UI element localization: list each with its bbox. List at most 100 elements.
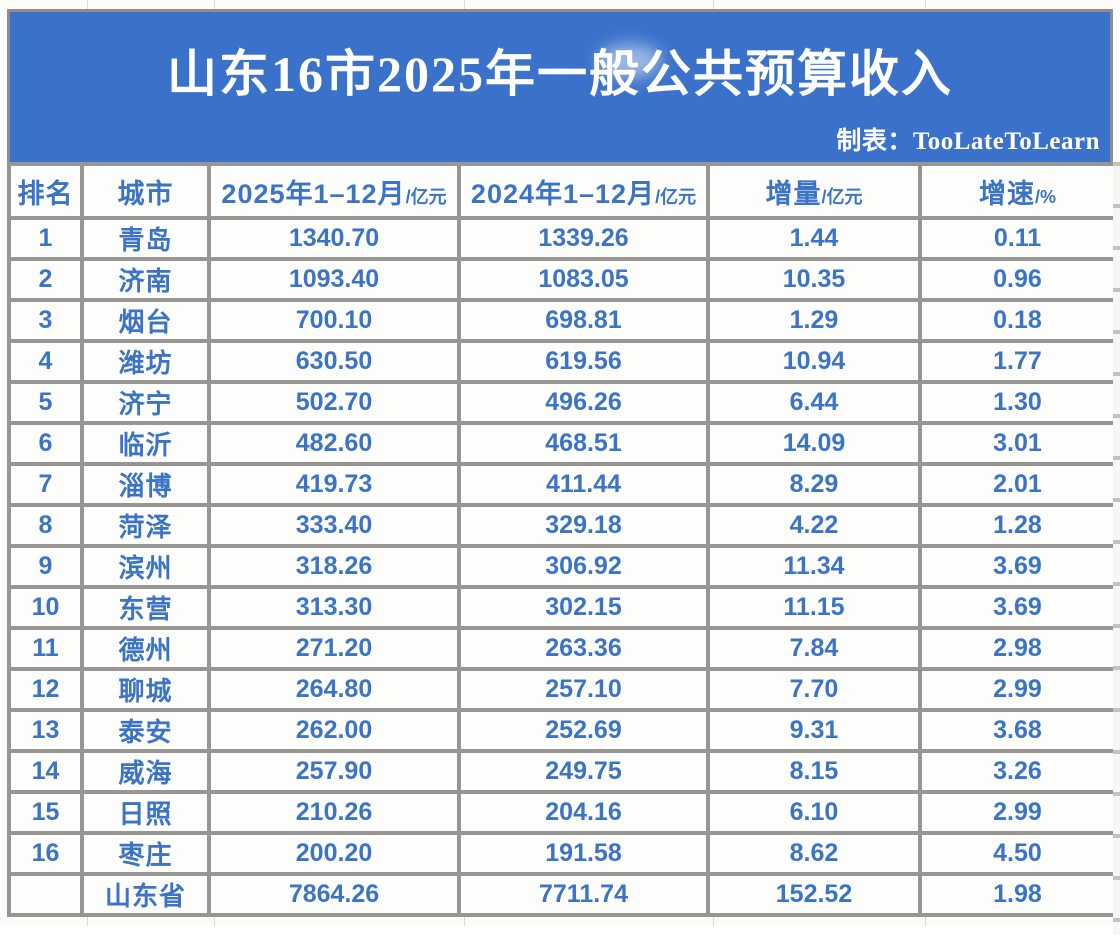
city-cell: 临沂 — [80, 421, 211, 466]
y2024-cell: 1083.05 — [457, 257, 710, 302]
y2025-cell: 264.80 — [207, 667, 461, 712]
rank-cell: 3 — [7, 298, 84, 343]
delta-cell: 10.94 — [706, 339, 922, 384]
table-body: 1 青岛 1340.70 1339.26 1.44 0.11 2 济南 1093.40 1083.… — [7, 216, 1117, 917]
gridline — [464, 917, 465, 926]
growth-cell: 3.01 — [918, 421, 1117, 466]
growth-cell: 3.26 — [918, 749, 1117, 794]
delta-cell: 10.35 — [706, 257, 922, 302]
city-cell: 德州 — [80, 626, 211, 671]
delta-cell: 152.52 — [706, 872, 922, 917]
delta-cell: 9.31 — [706, 708, 922, 753]
rank-cell: 14 — [7, 749, 84, 794]
city-cell: 淄博 — [80, 462, 211, 507]
growth-cell: 3.69 — [918, 544, 1117, 589]
city-cell: 东营 — [80, 585, 211, 630]
rank-cell — [7, 872, 84, 917]
growth-cell: 0.96 — [918, 257, 1117, 302]
y2024-cell: 698.81 — [457, 298, 710, 343]
header-unit: /% — [1034, 186, 1056, 207]
rank-cell: 9 — [7, 544, 84, 589]
header-unit: /亿元 — [405, 186, 447, 207]
title-banner: 山东16市2025年一般公共预算收入 制表：TooLateToLearn — [7, 9, 1113, 162]
header-label: 城市 — [117, 178, 174, 209]
header-unit: /亿元 — [655, 186, 697, 207]
table-row: 10 东营 313.30 302.15 11.15 3.69 — [7, 585, 1117, 630]
header-label: 排名 — [17, 178, 74, 209]
rank-cell: 7 — [7, 462, 84, 507]
y2024-cell: 306.92 — [457, 544, 710, 589]
delta-cell: 1.29 — [706, 298, 922, 343]
header-cell-delta: 增量/亿元 — [706, 162, 922, 220]
delta-cell: 11.34 — [706, 544, 922, 589]
growth-cell: 3.69 — [918, 585, 1117, 630]
delta-cell: 8.29 — [706, 462, 922, 507]
delta-cell: 8.15 — [706, 749, 922, 794]
rank-cell: 5 — [7, 380, 84, 425]
y2025-cell: 700.10 — [207, 298, 461, 343]
delta-cell: 6.44 — [706, 380, 922, 425]
gridline — [87, 0, 88, 9]
y2025-cell: 1093.40 — [207, 257, 461, 302]
y2024-cell: 619.56 — [457, 339, 710, 384]
rank-cell: 16 — [7, 831, 84, 876]
growth-cell: 3.68 — [918, 708, 1117, 753]
gridline — [925, 0, 926, 9]
y2024-cell: 263.36 — [457, 626, 710, 671]
header-cell-growth: 增速/% — [918, 162, 1117, 220]
right-gridline-strip — [1113, 162, 1120, 935]
header-label: 2024年1–12月 — [470, 178, 656, 209]
y2024-cell: 191.58 — [457, 831, 710, 876]
gridline — [925, 917, 926, 926]
table-row: 4 潍坊 630.50 619.56 10.94 1.77 — [7, 339, 1117, 384]
y2025-cell: 419.73 — [207, 462, 461, 507]
growth-cell: 0.18 — [918, 298, 1117, 343]
y2025-cell: 502.70 — [207, 380, 461, 425]
y2024-cell: 302.15 — [457, 585, 710, 630]
growth-cell: 4.50 — [918, 831, 1117, 876]
table-row: 14 威海 257.90 249.75 8.15 3.26 — [7, 749, 1117, 794]
y2025-cell: 262.00 — [207, 708, 461, 753]
rank-cell: 13 — [7, 708, 84, 753]
gridline — [87, 917, 88, 926]
y2024-cell: 1339.26 — [457, 216, 710, 261]
gridline — [214, 917, 215, 926]
top-gridline-strip — [0, 0, 1120, 9]
y2024-cell: 329.18 — [457, 503, 710, 548]
y2024-cell: 257.10 — [457, 667, 710, 712]
y2024-cell: 496.26 — [457, 380, 710, 425]
delta-cell: 4.22 — [706, 503, 922, 548]
table-row: 12 聊城 264.80 257.10 7.70 2.99 — [7, 667, 1117, 712]
growth-cell: 1.30 — [918, 380, 1117, 425]
city-cell: 潍坊 — [80, 339, 211, 384]
header-row: 排名 城市 2025年1–12月/亿元 2024年1–12月/亿元 增量/亿元 增速/% — [7, 162, 1117, 220]
y2025-cell: 210.26 — [207, 790, 461, 835]
growth-cell: 2.01 — [918, 462, 1117, 507]
total-row: 山东省 7864.26 7711.74 152.52 1.98 — [7, 872, 1117, 917]
y2025-cell: 271.20 — [207, 626, 461, 671]
table-wrap: 排名 城市 2025年1–12月/亿元 2024年1–12月/亿元 增量/亿元 增速/% … — [7, 162, 1117, 917]
growth-cell: 1.77 — [918, 339, 1117, 384]
table-row: 9 滨州 318.26 306.92 11.34 3.69 — [7, 544, 1117, 589]
table-head: 排名 城市 2025年1–12月/亿元 2024年1–12月/亿元 增量/亿元 增速/% — [7, 162, 1117, 220]
budget-table: 排名 城市 2025年1–12月/亿元 2024年1–12月/亿元 增量/亿元 增速/% … — [7, 162, 1117, 917]
table-row: 6 临沂 482.60 468.51 14.09 3.01 — [7, 421, 1117, 466]
delta-cell: 14.09 — [706, 421, 922, 466]
rank-cell: 12 — [7, 667, 84, 712]
rank-cell: 2 — [7, 257, 84, 302]
y2025-cell: 7864.26 — [207, 872, 461, 917]
city-cell: 滨州 — [80, 544, 211, 589]
y2025-cell: 333.40 — [207, 503, 461, 548]
header-cell-rank: 排名 — [7, 162, 84, 220]
y2024-cell: 411.44 — [457, 462, 710, 507]
delta-cell: 6.10 — [706, 790, 922, 835]
gridline — [214, 0, 215, 9]
y2024-cell: 249.75 — [457, 749, 710, 794]
city-cell: 济宁 — [80, 380, 211, 425]
rank-cell: 10 — [7, 585, 84, 630]
y2024-cell: 468.51 — [457, 421, 710, 466]
city-cell: 枣庄 — [80, 831, 211, 876]
rank-cell: 15 — [7, 790, 84, 835]
y2024-cell: 252.69 — [457, 708, 710, 753]
table-row: 1 青岛 1340.70 1339.26 1.44 0.11 — [7, 216, 1117, 261]
